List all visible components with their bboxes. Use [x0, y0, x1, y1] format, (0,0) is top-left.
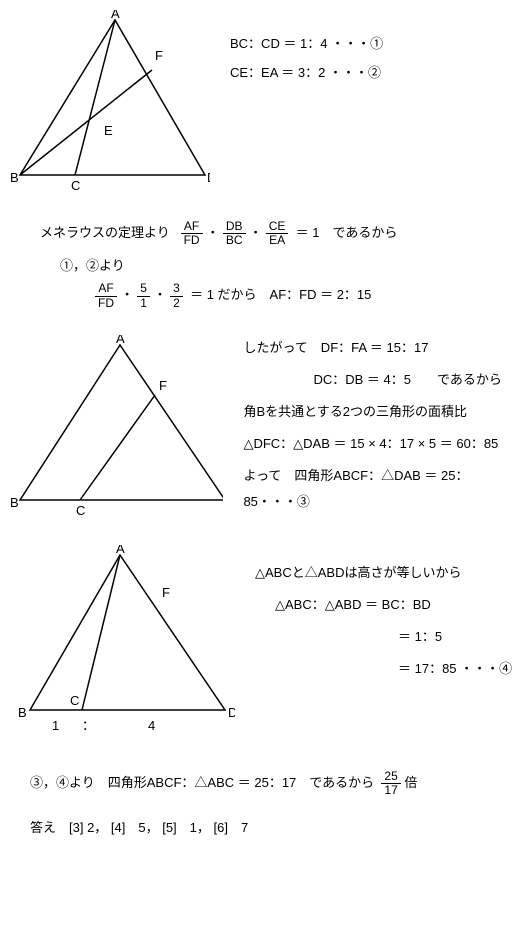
ratio-1: BC：CD ＝ 1：4 ・・・①: [230, 30, 383, 59]
ratio-colon: ：: [82, 718, 95, 733]
fig2-l3: 角Bを共通とする2つの三角形の面積比: [243, 399, 520, 425]
label-b: B: [10, 170, 19, 185]
step2-post: ＝ 1 だから AF：FD ＝ 2：15: [190, 288, 371, 303]
section-2: A B C D F したがって DF：FA ＝ 15：17 DC：DB ＝ 4：…: [10, 335, 520, 525]
section-3: A B C D F 1 ： 4 △ABCと△ABDは高さが等しいから △ABC：…: [10, 545, 520, 750]
frac-af-fd: AFFD: [181, 220, 203, 247]
label-a: A: [116, 335, 125, 346]
label-c: C: [70, 693, 79, 708]
frac-25-17: 2517: [381, 770, 400, 797]
label-f: F: [155, 48, 163, 63]
label-c: C: [76, 503, 85, 518]
frac-3-2: 32: [170, 282, 183, 309]
label-d: D: [228, 705, 235, 720]
fig3-l4: ＝ 17：85 ・・・④: [398, 656, 512, 682]
menelaus-post: ＝ 1 であるから: [296, 225, 398, 240]
step2-line: AFFD ・ 51 ・ 32 ＝ 1 だから AF：FD ＝ 2：15: [95, 282, 520, 309]
label-c: C: [71, 178, 80, 193]
conclusion-text1: ③，④より 四角形ABCF：△ABC ＝ 25：17 であるから: [30, 775, 374, 790]
figure-1: A B C D E F: [10, 10, 210, 200]
label-e: E: [104, 123, 113, 138]
label-a: A: [116, 545, 125, 556]
fig3-l1: △ABCと△ABDは高さが等しいから: [255, 560, 512, 586]
frac-ce-ea: CEEA: [266, 220, 289, 247]
figure-2: A B C D F: [10, 335, 223, 525]
label-f: F: [159, 378, 167, 393]
ratio-1: 1: [52, 718, 59, 733]
fig2-text: したがって DF：FA ＝ 15：17 DC：DB ＝ 4：5 であるから 角B…: [223, 335, 520, 521]
section-1: A B C D E F BC：CD ＝ 1：4 ・・・① CE：EA ＝ 3：2…: [10, 10, 520, 200]
fig2-l5: よって 四角形ABCF：△DAB ＝ 25：85・・・③: [243, 463, 520, 515]
label-d: D: [207, 170, 210, 185]
menelaus-line: メネラウスの定理より AFFD ・ DBBC ・ CEEA ＝ 1 であるから: [40, 220, 520, 247]
ratio-2: CE：EA ＝ 3：2 ・・・②: [230, 59, 383, 88]
frac-af-fd-2: AFFD: [95, 282, 117, 309]
fig2-l4: △DFC：△DAB ＝ 15 × 4：17 × 5 ＝ 60：85: [243, 431, 520, 457]
frac-db-bc: DBBC: [223, 220, 246, 247]
conclusion-text2: 倍: [404, 775, 417, 790]
frac-5-1: 51: [137, 282, 150, 309]
step2-lead: ①，②より: [60, 255, 520, 274]
fig3-l3: ＝ 1：5: [398, 624, 512, 650]
fig2-l1: したがって DF：FA ＝ 15：17: [243, 335, 520, 361]
ratios-block: BC：CD ＝ 1：4 ・・・① CE：EA ＝ 3：2 ・・・②: [210, 10, 383, 87]
answer-line: 答え [3] 2， [4] 5， [5] 1， [6] 7: [30, 817, 520, 836]
conclusion: ③，④より 四角形ABCF：△ABC ＝ 25：17 であるから 2517 倍: [30, 770, 520, 797]
figure-3: A B C D F 1 ： 4: [10, 545, 235, 750]
label-b: B: [18, 705, 27, 720]
fig2-l2: DC：DB ＝ 4：5 であるから: [313, 367, 520, 393]
label-f: F: [162, 585, 170, 600]
ratio-4: 4: [148, 718, 155, 733]
fig3-l2: △ABC：△ABD ＝ BC：BD: [275, 592, 512, 618]
label-b: B: [10, 495, 19, 510]
menelaus-intro: メネラウスの定理より: [40, 225, 170, 240]
label-a: A: [111, 10, 120, 21]
fig3-text: △ABCと△ABDは高さが等しいから △ABC：△ABD ＝ BC：BD ＝ 1…: [235, 545, 512, 688]
